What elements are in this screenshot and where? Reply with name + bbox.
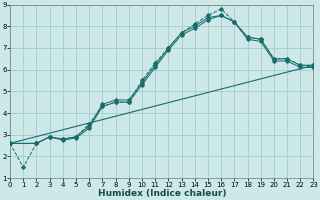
X-axis label: Humidex (Indice chaleur): Humidex (Indice chaleur) <box>98 189 226 198</box>
